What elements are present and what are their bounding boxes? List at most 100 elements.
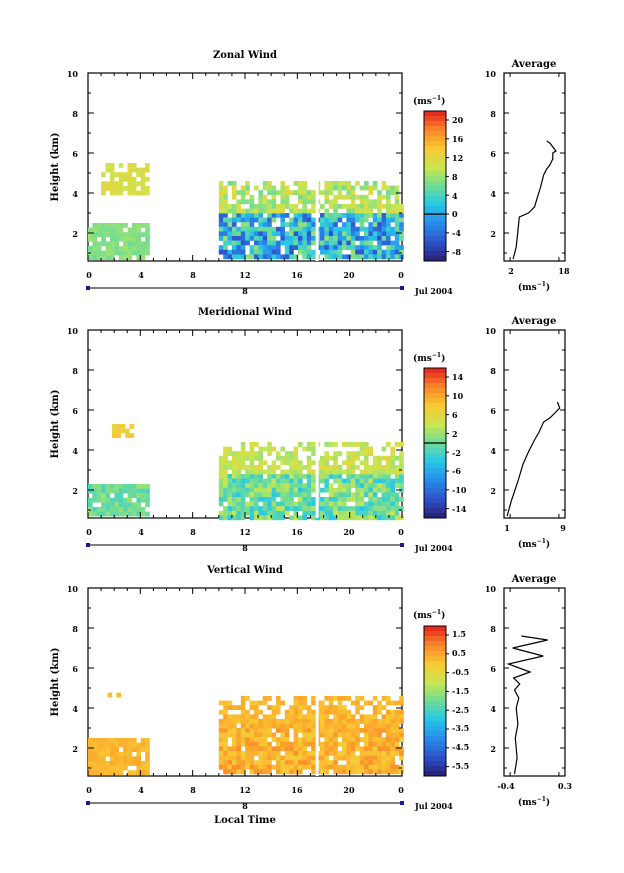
heatmap-cell xyxy=(390,732,395,738)
heatmap-cell xyxy=(394,208,400,214)
heatmap-cell xyxy=(298,478,303,484)
heatmap-cell xyxy=(377,208,382,214)
heatmap-cell xyxy=(324,213,329,218)
heatmap-cell xyxy=(105,484,111,489)
heatmap-cell xyxy=(355,700,360,706)
heatmap-cell xyxy=(131,190,137,196)
heatmap-cell xyxy=(114,246,119,251)
colorbar-tick-label: 10 xyxy=(452,391,464,401)
heatmap-cell xyxy=(136,511,141,517)
y-tick-label: 6 xyxy=(490,664,496,674)
heatmap-cell xyxy=(293,469,299,475)
heatmap-cell xyxy=(276,696,281,701)
heatmap-cell xyxy=(254,732,259,738)
heatmap-cell xyxy=(364,226,369,232)
heatmap-cell xyxy=(342,728,347,733)
heatmap-cell xyxy=(293,723,299,729)
heatmap-cell xyxy=(232,492,237,498)
heatmap-cell xyxy=(118,493,124,498)
heatmap-cell xyxy=(328,723,334,729)
heatmap-cell xyxy=(386,723,391,729)
heatmap-cell xyxy=(377,719,382,724)
heatmap-cell xyxy=(355,442,360,447)
heatmap-cell xyxy=(109,190,115,196)
heatmap-cell xyxy=(276,515,281,521)
heatmap-cell xyxy=(359,501,365,507)
heatmap-cell xyxy=(267,446,272,452)
x-tick-label: 0 xyxy=(398,527,404,537)
heatmap-cell xyxy=(328,497,334,502)
heatmap-cell xyxy=(249,446,255,452)
heatmap-cell xyxy=(254,185,259,191)
heatmap-cell xyxy=(342,501,347,507)
heatmap-cell xyxy=(136,507,141,512)
heatmap-cell xyxy=(276,760,281,765)
heatmap-cell xyxy=(359,751,365,756)
heatmap-cell xyxy=(350,751,356,756)
x-tick-label: 20 xyxy=(343,270,355,280)
heatmap-cell xyxy=(101,738,106,743)
heatmap-cell xyxy=(311,190,316,195)
heatmap-cell xyxy=(280,719,285,724)
heatmap-cell xyxy=(118,502,124,508)
heatmap-cell xyxy=(223,204,228,209)
heatmap-cell xyxy=(136,181,141,187)
heatmap-cell xyxy=(337,723,343,729)
x-tick-label: 12 xyxy=(239,785,250,795)
heatmap-cell xyxy=(298,760,303,765)
heatmap-cell xyxy=(123,747,128,752)
heatmap-cell xyxy=(258,226,263,232)
heatmap-cell xyxy=(289,474,294,479)
heatmap-cell xyxy=(258,245,263,250)
heatmap-cell xyxy=(105,223,111,228)
heatmap-cell xyxy=(306,737,312,742)
heatmap-ticks xyxy=(87,587,403,776)
heatmap-cell xyxy=(355,709,360,715)
heatmap-cell xyxy=(258,741,263,747)
heatmap-cell xyxy=(333,465,338,470)
heatmap-cell xyxy=(346,194,351,200)
heatmap-cell xyxy=(298,208,303,214)
heatmap-cell xyxy=(262,483,268,488)
heatmap-cell xyxy=(271,719,277,724)
heatmap-cell xyxy=(245,208,250,214)
heatmap-cell xyxy=(364,204,369,209)
heatmap-cell xyxy=(227,497,233,502)
heatmap-cell xyxy=(381,469,387,475)
heatmap-cell xyxy=(145,236,150,242)
heatmap-cell xyxy=(101,232,106,237)
heatmap-cell xyxy=(328,760,334,765)
colorbar-tick-label: 12 xyxy=(452,153,463,163)
heatmap-cell xyxy=(218,190,224,195)
heatmap-cell xyxy=(394,249,400,255)
heatmap-cell xyxy=(306,741,312,747)
heatmap-cell xyxy=(114,250,119,256)
heatmap-cell xyxy=(386,769,391,775)
heatmap-cell xyxy=(372,217,378,223)
heatmap-cell xyxy=(394,204,400,209)
heatmap-cell xyxy=(289,497,294,502)
heatmap-cell xyxy=(324,469,329,475)
heatmap-cell xyxy=(140,232,146,237)
heatmap-cell xyxy=(271,751,277,756)
heatmap-cell xyxy=(306,236,312,241)
heatmap-cell xyxy=(267,764,272,770)
colorbar-segment xyxy=(424,206,446,212)
heatmap-cell xyxy=(377,515,382,521)
heatmap-cell xyxy=(105,502,111,508)
heatmap-cell xyxy=(328,254,334,260)
colorbar-segment xyxy=(424,226,446,232)
heatmap-cell xyxy=(105,497,111,503)
heatmap-cell xyxy=(320,465,325,470)
heatmap-cell xyxy=(324,737,329,742)
heatmap-cell xyxy=(140,250,146,256)
colorbar-segment xyxy=(424,746,446,752)
heatmap-cell xyxy=(262,231,268,237)
heatmap-cell xyxy=(232,222,237,227)
heatmap-cell xyxy=(368,208,373,214)
heatmap-cell xyxy=(223,510,228,516)
heatmap-cell xyxy=(377,226,382,232)
heatmap-cell xyxy=(372,474,378,479)
x-tick-label: 8 xyxy=(190,527,196,537)
heatmap-cell xyxy=(271,446,277,452)
